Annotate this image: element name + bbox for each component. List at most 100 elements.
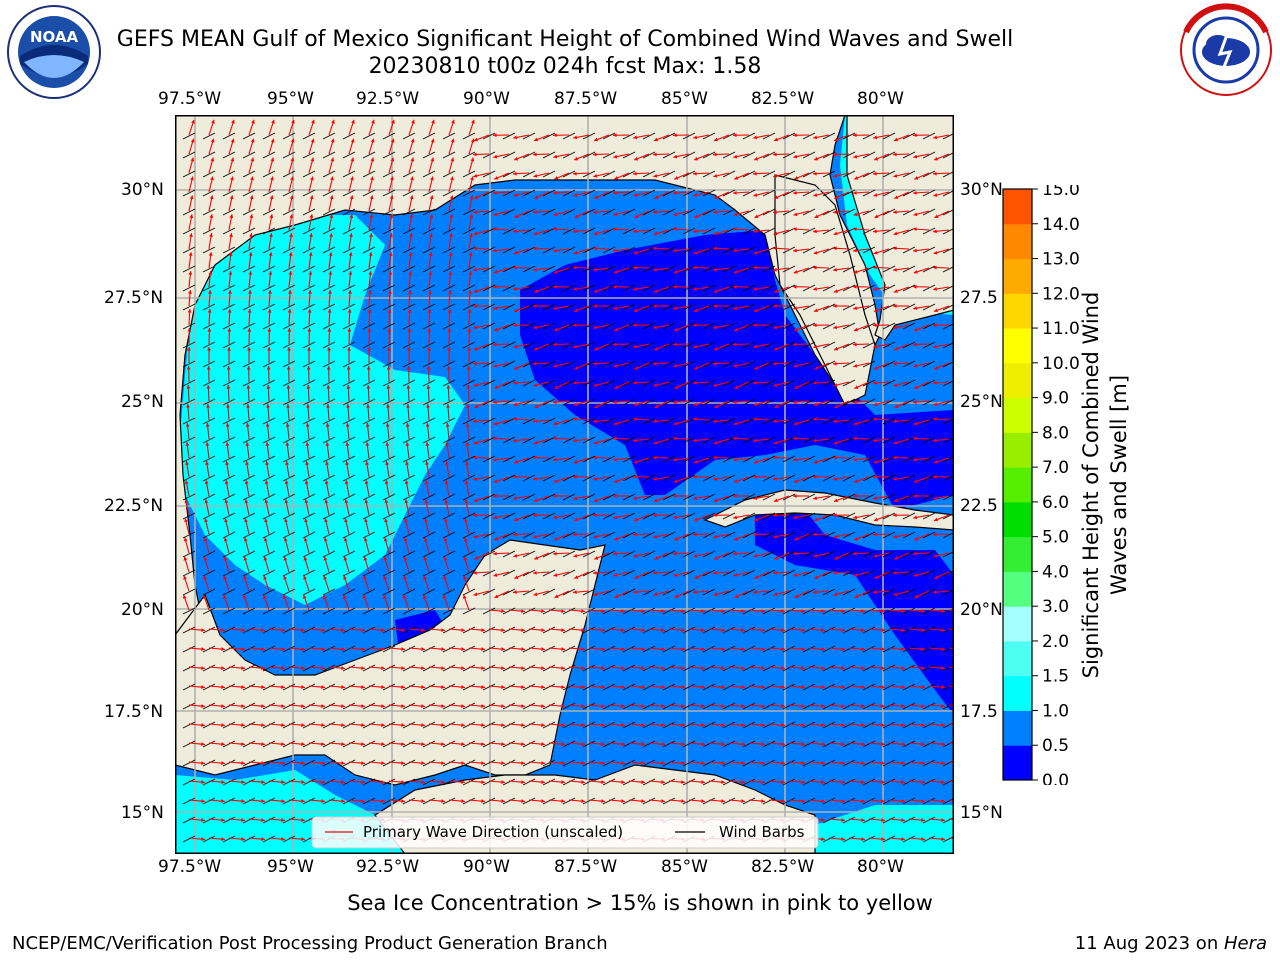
- wave-direction-arrow: [948, 723, 954, 725]
- wind-barb: [762, 664, 776, 672]
- wind-barb: [482, 360, 496, 368]
- wave-arrow-head: [205, 423, 210, 427]
- wave-arrow-head: [326, 404, 330, 408]
- wind-barb: [342, 208, 356, 216]
- wave-arrow-head: [281, 704, 285, 708]
- wave-arrow-head: [426, 366, 431, 370]
- wave-arrow-head: [265, 442, 270, 446]
- wind-barb: [442, 550, 456, 558]
- wave-arrow-head: [793, 573, 798, 577]
- wave-arrow-head: [209, 214, 214, 219]
- wave-arrow-head: [513, 460, 518, 464]
- wave-arrow-head: [361, 628, 365, 632]
- wave-arrow-head: [410, 176, 414, 181]
- wind-barb: [242, 398, 256, 406]
- wave-arrow-head: [361, 704, 365, 708]
- colorbar-tick-label: 3.0: [1042, 597, 1069, 617]
- wave-arrow-head: [641, 761, 645, 765]
- wave-arrow-head: [593, 304, 597, 308]
- wind-barb: [542, 360, 556, 368]
- wind-barb: [902, 227, 916, 235]
- wave-arrow-head: [714, 556, 719, 560]
- wind-barb: [462, 265, 476, 273]
- wind-barb: [782, 607, 796, 615]
- wind-barb: [882, 474, 896, 482]
- wind-barb: [362, 189, 376, 197]
- wind-barb: [362, 721, 376, 729]
- wave-arrow-head: [381, 780, 385, 784]
- wave-arrow-head: [733, 551, 737, 556]
- wind-barb: [322, 740, 336, 748]
- wave-direction-arrow: [948, 742, 954, 744]
- wave-arrow-head: [821, 723, 825, 727]
- wave-arrow-head: [814, 575, 819, 579]
- wave-arrow-head: [593, 498, 598, 503]
- wind-barb: [822, 740, 836, 748]
- wave-arrow-head: [243, 556, 248, 561]
- wave-arrow-head: [793, 270, 798, 274]
- wind-barb: [462, 227, 476, 235]
- wind-barb: [482, 588, 496, 596]
- wind-barb: [542, 455, 556, 463]
- wave-arrow-head: [443, 575, 447, 580]
- wind-barb: [742, 531, 756, 539]
- wind-barb: [722, 721, 736, 729]
- wind-barb: [522, 474, 536, 482]
- wave-arrow-head: [207, 347, 211, 351]
- wave-arrow-head: [201, 647, 205, 651]
- wave-arrow-head: [853, 436, 857, 441]
- wave-arrow-head: [423, 575, 427, 580]
- wave-arrow-head: [266, 366, 271, 370]
- wind-barb: [882, 341, 896, 349]
- wind-barb: [202, 512, 216, 520]
- wave-arrow-head: [881, 628, 885, 632]
- wind-barb: [822, 284, 836, 292]
- wind-barb: [542, 189, 556, 197]
- wave-arrow-head: [308, 290, 312, 294]
- wave-arrow-head: [921, 609, 925, 613]
- wind-barb: [622, 322, 636, 330]
- wave-arrow-head: [561, 761, 565, 765]
- wave-arrow-head: [713, 477, 717, 481]
- wind-barb: [582, 246, 596, 254]
- wind-barb: [302, 531, 316, 539]
- wave-arrow-head: [701, 609, 705, 613]
- wind-barb: [422, 284, 436, 292]
- wind-barb: [662, 227, 676, 235]
- wave-arrow-head: [921, 799, 925, 803]
- wave-arrow-head: [384, 499, 389, 504]
- wave-arrow-head: [693, 250, 698, 255]
- wind-barb: [322, 265, 336, 273]
- wind-barb: [602, 626, 616, 634]
- wind-barb: [242, 341, 256, 349]
- wave-arrow-head: [447, 347, 451, 351]
- wind-barb: [702, 151, 716, 159]
- wind-barb: [582, 569, 596, 577]
- wind-barb: [242, 189, 256, 197]
- wind-barb: [902, 436, 916, 444]
- wave-arrow-head: [469, 214, 474, 219]
- wave-arrow-head: [286, 404, 290, 408]
- wave-arrow-head: [881, 799, 885, 803]
- wave-arrow-head: [741, 704, 745, 708]
- wind-barb: [422, 531, 436, 539]
- wind-barb: [382, 398, 396, 406]
- wind-barb: [282, 626, 296, 634]
- wind-barb: [282, 398, 296, 406]
- wind-barb: [402, 455, 416, 463]
- wind-barb: [422, 645, 436, 653]
- wind-barb: [182, 797, 196, 805]
- wind-barb: [662, 664, 676, 672]
- wave-arrow-head: [401, 628, 405, 632]
- wind-barb: [702, 550, 716, 558]
- wind-barb: [582, 379, 596, 387]
- wind-barb: [402, 360, 416, 368]
- wind-barb: [922, 797, 936, 805]
- wind-barb: [662, 740, 676, 748]
- wave-arrow-head: [801, 780, 805, 784]
- wind-barb: [302, 379, 316, 387]
- wave-arrow-head: [613, 154, 618, 159]
- wave-arrow-head: [403, 594, 407, 599]
- wind-barb: [822, 303, 836, 311]
- wave-arrow-head: [701, 685, 705, 689]
